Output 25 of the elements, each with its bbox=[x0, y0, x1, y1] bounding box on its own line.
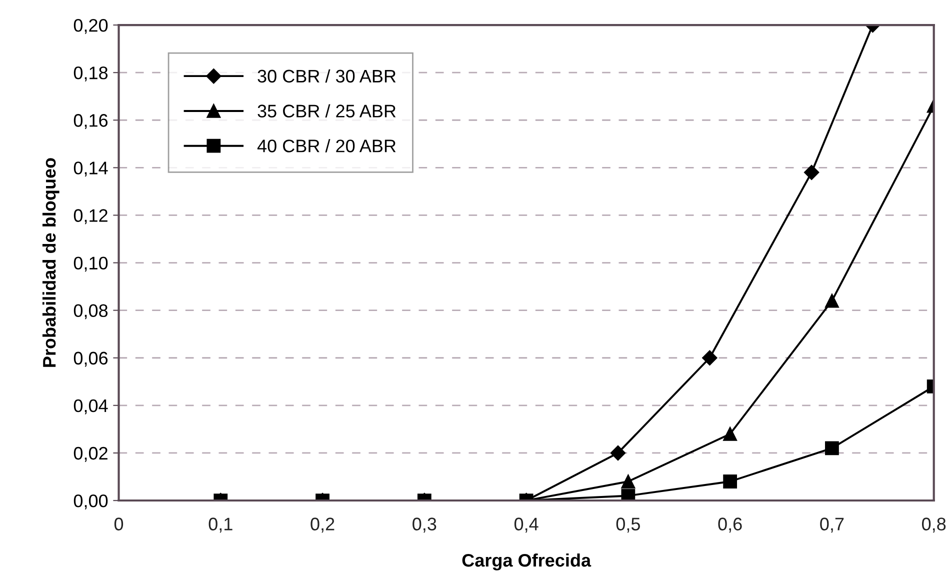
x-tick-label: 0 bbox=[114, 518, 124, 530]
y-axis-title: Probabilidad de bloqueo bbox=[42, 158, 60, 367]
x-tick-label: 0,8 bbox=[922, 518, 946, 533]
legend-label: 40 CBR / 20 ABR bbox=[257, 139, 396, 152]
y-tick-label: 0,18 bbox=[74, 66, 108, 82]
y-tick-label: 0,06 bbox=[74, 352, 108, 367]
x-tick-label: 0,1 bbox=[208, 518, 232, 533]
legend-label: 35 CBR / 25 ABR bbox=[258, 104, 396, 118]
y-tick-label: 0,00 bbox=[74, 494, 108, 510]
x-tick-label: 0,6 bbox=[718, 518, 742, 533]
x-tick-label: 0,2 bbox=[310, 518, 334, 533]
y-tick-label: 0,20 bbox=[74, 18, 108, 34]
y-tick-label: 0,10 bbox=[74, 256, 108, 272]
y-tick-label: 0,08 bbox=[74, 304, 108, 320]
y-tick-label: 0,16 bbox=[74, 114, 108, 129]
x-tick-label: 0,5 bbox=[616, 518, 640, 533]
x-tick-label: 0,7 bbox=[820, 518, 844, 533]
y-tick-label: 0,14 bbox=[74, 162, 108, 177]
y-tick-label: 0,02 bbox=[74, 446, 108, 462]
y-tick-label: 0,04 bbox=[74, 399, 108, 414]
y-tick-label: 0,12 bbox=[74, 209, 108, 224]
x-axis-title: Carga Ofrecida bbox=[462, 553, 592, 570]
x-tick-label: 0,3 bbox=[412, 518, 436, 533]
x-tick-label: 0,4 bbox=[514, 518, 538, 533]
legend-label: 30 CBR / 30 ABR bbox=[258, 69, 396, 83]
